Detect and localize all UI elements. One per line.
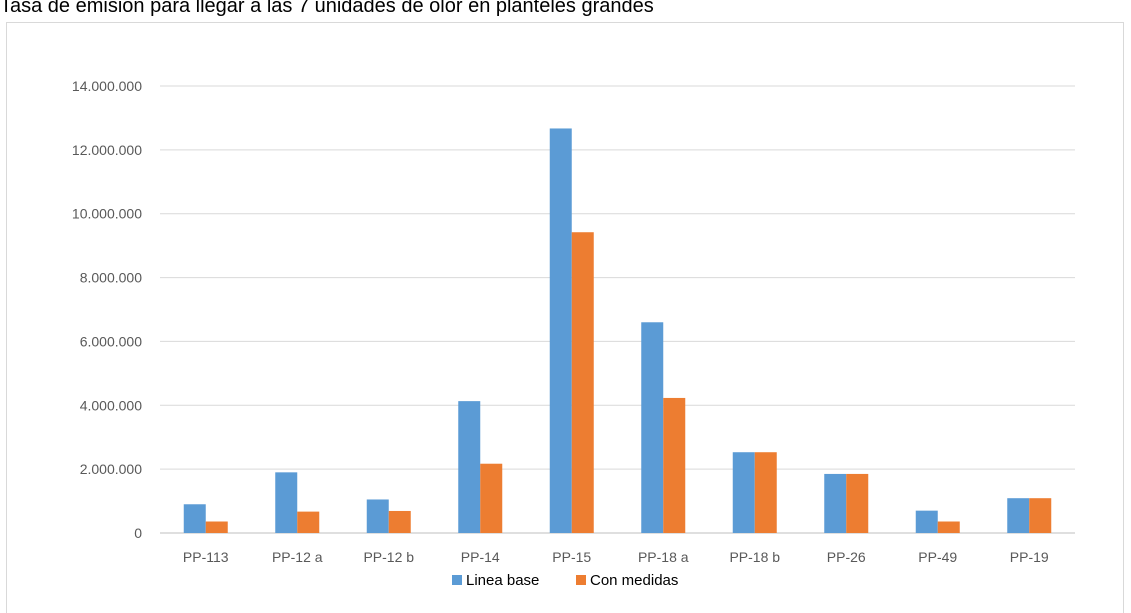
bar-linea-base — [183, 504, 206, 533]
x-tick-label: PP-15 — [552, 549, 591, 565]
chart-title: Tasa de emisión para llegar a las 7 unid… — [0, 0, 654, 17]
x-tick-label: PP-18 a — [638, 549, 689, 565]
bar-con-medidas — [846, 473, 869, 533]
bar-con-medidas — [663, 397, 686, 533]
bar-linea-base — [824, 473, 847, 533]
bar-con-medidas — [571, 232, 594, 534]
legend-label: Linea base — [466, 572, 539, 589]
x-tick-label: PP-12 b — [363, 549, 414, 565]
bar-linea-base — [458, 401, 481, 533]
x-tick-label: PP-113 — [183, 549, 229, 565]
y-tick-label: 14.000.000 — [72, 78, 142, 94]
bar-linea-base — [732, 452, 755, 533]
bar-con-medidas — [480, 463, 503, 533]
x-axis: PP-113 PP-12 a PP-12 b PP-14 PP-15 PP-18 a PP-… — [183, 549, 1049, 565]
bar-con-medidas — [297, 511, 320, 533]
x-tick-label: PP-49 — [918, 549, 957, 565]
bar-con-medidas — [205, 521, 228, 533]
y-tick-label: 6.000.000 — [80, 333, 142, 349]
y-axis: 0 2.000.000 4.000.000 6.000.000 8.000.000 10.… — [72, 78, 142, 541]
bar-linea-base — [641, 322, 664, 533]
y-tick-label: 4.000.000 — [80, 397, 142, 413]
bar-linea-base — [1007, 498, 1030, 533]
bar-con-medidas — [388, 510, 411, 533]
gridlines — [160, 85, 1075, 534]
x-tick-label: PP-18 b — [729, 549, 780, 565]
bar-con-medidas — [937, 521, 960, 533]
bar-con-medidas — [1029, 498, 1052, 533]
x-tick-label: PP-26 — [827, 549, 866, 565]
y-tick-label: 0 — [134, 525, 142, 541]
y-tick-label: 10.000.000 — [72, 206, 142, 222]
y-tick-label: 12.000.000 — [72, 142, 142, 158]
bar-con-medidas — [754, 452, 777, 533]
y-tick-label: 2.000.000 — [80, 461, 142, 477]
x-tick-label: PP-14 — [461, 549, 500, 565]
bar-linea-base — [915, 510, 938, 533]
y-tick-label: 8.000.000 — [80, 270, 142, 286]
legend-label: Con medidas — [590, 572, 678, 589]
bar-linea-base — [275, 472, 298, 533]
legend-swatch — [452, 575, 462, 585]
legend: Linea base Con medidas — [452, 572, 678, 589]
bar-linea-base — [549, 128, 572, 533]
x-tick-label: PP-12 a — [272, 549, 323, 565]
bar-linea-base — [366, 499, 389, 533]
x-tick-label: PP-19 — [1010, 549, 1049, 565]
legend-swatch — [576, 575, 586, 585]
bars — [183, 128, 1052, 534]
